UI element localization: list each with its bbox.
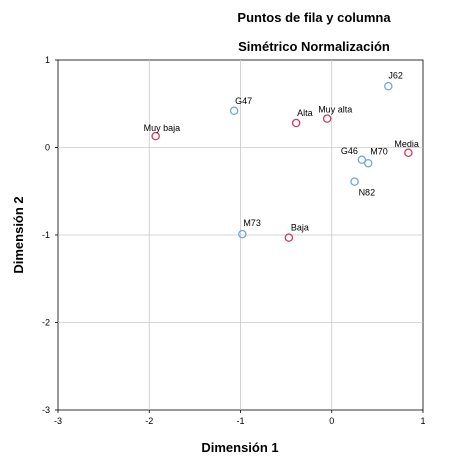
y-tick-label: 1 — [45, 55, 50, 65]
y-tick-label: -3 — [42, 405, 50, 415]
point-g47 — [229, 106, 239, 116]
point-label-g47: G47 — [235, 96, 252, 106]
point-muy-baja — [151, 131, 160, 141]
x-tick-label: 0 — [329, 416, 334, 426]
y-axis-label: Dimensión 2 — [11, 196, 26, 273]
y-tick-label: -2 — [42, 318, 50, 328]
point-label-alta: Alta — [297, 108, 313, 118]
y-tick-label: -1 — [42, 230, 50, 240]
point-muy-alta — [322, 114, 332, 123]
point-label-m70: M70 — [370, 146, 388, 156]
tick-labels: -3 -2 -1 0 1 1 0 -1 -2 -3 — [42, 55, 426, 426]
x-tick-label: 1 — [420, 416, 425, 426]
point-label-muy-alta: Muy alta — [318, 105, 352, 115]
point-label-n82: N82 — [359, 188, 376, 198]
point-n82 — [350, 177, 359, 186]
data-points: J62 G47 G46 M70 N82 M73 Muy baja Alta Muy alta Me… — [144, 70, 419, 242]
point-g46 — [357, 155, 367, 164]
x-axis-label: Dimensión 1 — [201, 440, 278, 455]
point-baja — [284, 233, 294, 242]
point-j62 — [384, 82, 393, 91]
x-tick-label: -3 — [54, 416, 62, 426]
chart-title: Puntos de fila y columna — [237, 10, 391, 25]
point-label-media: Media — [394, 139, 419, 149]
point-label-m73: M73 — [243, 218, 261, 228]
point-m73 — [238, 229, 247, 239]
y-tick-label: 0 — [45, 143, 50, 153]
grid — [58, 60, 423, 410]
point-label-g46: G46 — [341, 146, 358, 156]
x-tick-label: -1 — [236, 416, 244, 426]
point-m70 — [363, 158, 373, 168]
point-label-muy-baja: Muy baja — [144, 123, 181, 133]
point-alta — [291, 118, 301, 128]
point-label-baja: Baja — [291, 223, 309, 233]
point-label-j62: J62 — [388, 70, 403, 80]
point-media — [404, 148, 413, 157]
x-tick-label: -2 — [145, 416, 153, 426]
chart-subtitle: Simétrico Normalización — [238, 39, 390, 54]
